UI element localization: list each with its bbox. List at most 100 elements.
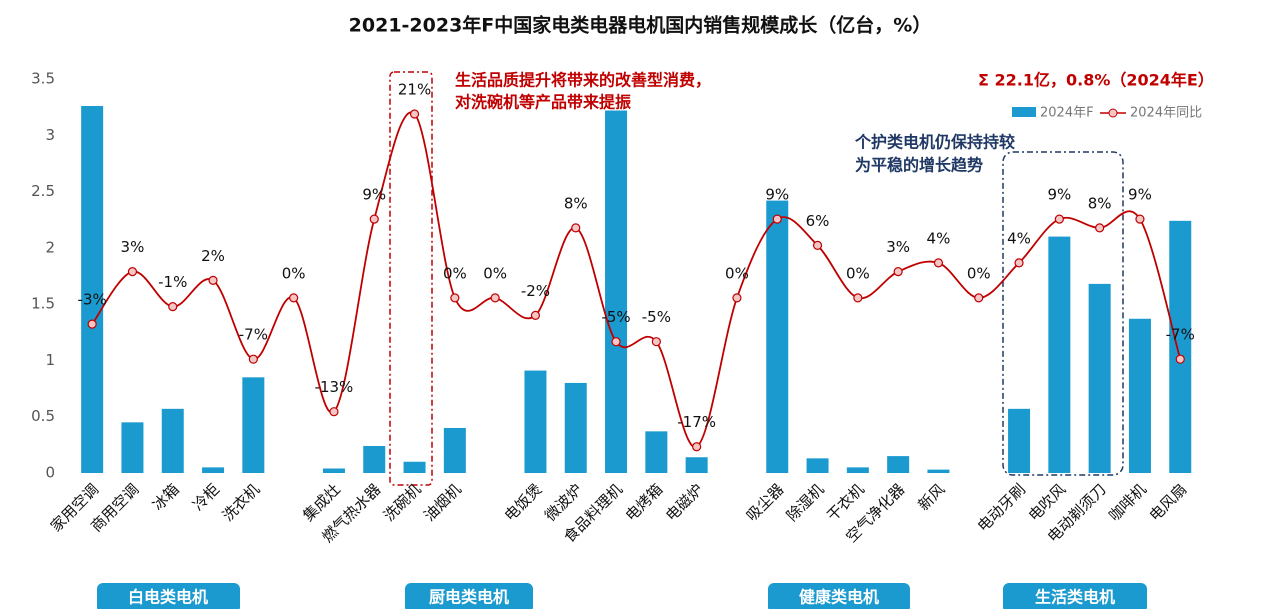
bar <box>605 110 628 474</box>
y-tick-label: 3.5 <box>31 70 55 88</box>
line-point <box>1014 258 1024 268</box>
x-tick-label: 电烤箱 <box>622 480 667 525</box>
data-label: 0% <box>846 264 870 282</box>
annotation: 个护类电机仍保持持较 <box>854 133 1015 152</box>
group-badge <box>97 583 240 613</box>
line-point <box>369 214 379 224</box>
line-point <box>1095 223 1105 233</box>
data-label: 8% <box>1088 194 1112 212</box>
line-point <box>289 293 299 303</box>
data-label: 9% <box>765 186 789 204</box>
line-point <box>329 407 339 417</box>
bar <box>121 422 144 473</box>
y-tick-label: 2 <box>45 238 55 256</box>
group-badge <box>768 583 910 613</box>
data-label: 3% <box>121 238 145 256</box>
line-point <box>933 258 944 268</box>
line-point <box>1135 214 1145 224</box>
data-label: -5% <box>642 308 671 326</box>
line-point <box>409 109 420 119</box>
bar <box>1048 236 1071 473</box>
bar <box>887 456 910 473</box>
bar <box>443 427 466 473</box>
y-tick-label: 1.5 <box>31 295 55 313</box>
line-point <box>248 354 258 364</box>
bar <box>1169 220 1192 473</box>
data-label: 4% <box>927 229 951 247</box>
data-label: 4% <box>1007 229 1031 247</box>
legend-label: 2024年F <box>1040 106 1094 121</box>
data-label: -5% <box>601 308 630 326</box>
data-label: -2% <box>521 282 550 300</box>
legend-swatch <box>1108 108 1118 118</box>
line-point <box>611 337 621 347</box>
x-tick-label: 油烟机 <box>420 480 465 525</box>
group-label: 白电类电机 <box>128 588 208 607</box>
bar <box>524 370 547 473</box>
x-tick-label: 电磁炉 <box>662 480 707 525</box>
data-label: 8% <box>564 194 588 212</box>
bar <box>927 469 950 473</box>
data-label: -13% <box>315 378 354 396</box>
bar <box>363 445 386 473</box>
line-point <box>168 302 178 312</box>
data-label: 3% <box>886 238 910 256</box>
bar <box>846 467 869 473</box>
group-badge <box>1003 583 1147 613</box>
data-label: -3% <box>78 291 107 309</box>
chart-title: 2021-2023年F中国家电类电器电机国内销售规模成长（亿台，%） <box>349 14 932 37</box>
group-label: 生活类电机 <box>1035 588 1115 607</box>
line-point <box>1175 354 1185 364</box>
highlight-box <box>1002 151 1124 476</box>
data-label: -7% <box>239 326 268 344</box>
line-point <box>1054 214 1064 224</box>
line-point <box>692 442 702 452</box>
legend-swatch <box>1012 107 1036 117</box>
bar <box>403 461 426 473</box>
data-label: 9% <box>1047 186 1071 204</box>
bar <box>202 467 225 473</box>
bar <box>685 457 708 473</box>
annotation: Σ 22.1亿，0.8%（2024年E） <box>978 71 1214 90</box>
data-label: 0% <box>282 264 306 282</box>
x-tick-label: 电风扇 <box>1146 480 1191 525</box>
group-badge <box>405 583 533 613</box>
data-label: 0% <box>443 264 467 282</box>
bar <box>242 377 265 473</box>
annotation: 对洗碗机等产品带来提振 <box>455 93 631 112</box>
x-tick-label: 吸尘器 <box>743 480 788 525</box>
line-point <box>974 293 984 303</box>
data-label: 6% <box>806 212 830 230</box>
bar <box>1128 318 1151 473</box>
annotation: 为平稳的增长趋势 <box>855 156 983 175</box>
bar <box>564 382 587 473</box>
y-tick-label: 0.5 <box>31 407 55 425</box>
data-label: 0% <box>725 264 749 282</box>
line-point <box>853 293 863 303</box>
annotation: 生活品质提升将带来的改善型消费， <box>455 71 711 90</box>
group-label: 厨电类电机 <box>429 588 509 607</box>
bar <box>766 200 789 473</box>
bar <box>645 431 668 473</box>
data-label: 0% <box>483 264 507 282</box>
x-tick-label: 冰箱 <box>149 480 183 514</box>
legend-label: 2024年同比 <box>1130 106 1202 121</box>
x-tick-label: 电饭煲 <box>501 480 546 525</box>
line-point <box>812 240 823 250</box>
data-label: 9% <box>1128 186 1152 204</box>
y-tick-label: 2.5 <box>31 182 55 200</box>
bar <box>1008 408 1031 473</box>
line-point <box>651 337 661 347</box>
data-label: 9% <box>362 186 386 204</box>
line-point <box>772 214 782 224</box>
line-point <box>450 293 460 303</box>
bar <box>81 106 104 473</box>
bar <box>806 458 829 473</box>
data-label: 21% <box>398 81 431 99</box>
data-label: -1% <box>158 273 187 291</box>
line-point <box>127 267 138 277</box>
x-tick-label: 电动牙刷 <box>974 480 1029 535</box>
x-tick-label: 冷柜 <box>189 480 223 514</box>
data-label: 0% <box>967 264 991 282</box>
